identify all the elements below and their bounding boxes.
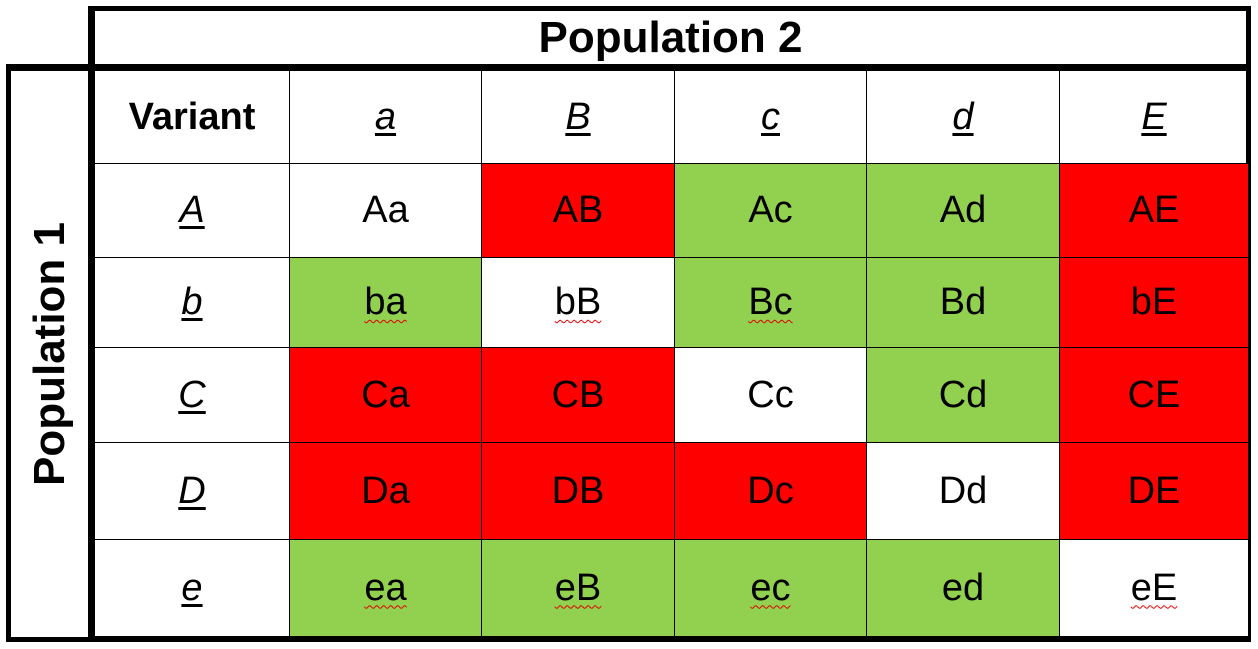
cell-r3-c3: Dd [867,443,1060,540]
population-2-title: Population 2 [538,12,803,62]
cell-r3-c4: DE [1060,443,1249,540]
cell-r4-c1: eB [482,540,675,637]
cell-r3-c0: Da [290,443,482,540]
cell-r4-c0: ea [290,540,482,637]
cell-r4-c3: ed [867,540,1060,637]
cell-r4-c4: eE [1060,540,1249,637]
row-header-d: D [95,443,290,540]
cell-r2-c0: Ca [290,348,482,443]
cell-r0-c2: Ac [675,164,867,258]
variant-grid: Variant a B c d E A Aa AB Ac Ad AE b ba … [95,71,1249,637]
column-header-e: E [1060,71,1249,164]
row-header-b: b [95,258,290,348]
column-header-b: B [482,71,675,164]
cell-r2-c4: CE [1060,348,1249,443]
column-header-d: d [867,71,1060,164]
vertical-divider [88,6,95,642]
row-header-a: A [95,164,290,258]
cell-r1-c0: ba [290,258,482,348]
row-header-e: e [95,540,290,637]
corner-cell [6,6,90,68]
cell-r3-c2: Dc [675,443,867,540]
row-header-c: C [95,348,290,443]
horizontal-divider [6,64,1251,71]
cell-r0-c3: Ad [867,164,1060,258]
cell-r1-c3: Bd [867,258,1060,348]
cell-r1-c2: Bc [675,258,867,348]
cell-r2-c1: CB [482,348,675,443]
cell-r2-c2: Cc [675,348,867,443]
column-header-a: a [290,71,482,164]
cell-r0-c1: AB [482,164,675,258]
cell-r4-c2: ec [675,540,867,637]
cell-r3-c1: DB [482,443,675,540]
cell-r2-c3: Cd [867,348,1060,443]
population-1-label-wrap: Population 1 [11,71,88,637]
cell-r1-c4: bE [1060,258,1249,348]
cell-r0-c0: Aa [290,164,482,258]
population-1-title: Population 1 [24,222,74,486]
cell-r1-c1: bB [482,258,675,348]
cell-r0-c4: AE [1060,164,1249,258]
variant-header: Variant [95,71,290,164]
column-header-c: c [675,71,867,164]
